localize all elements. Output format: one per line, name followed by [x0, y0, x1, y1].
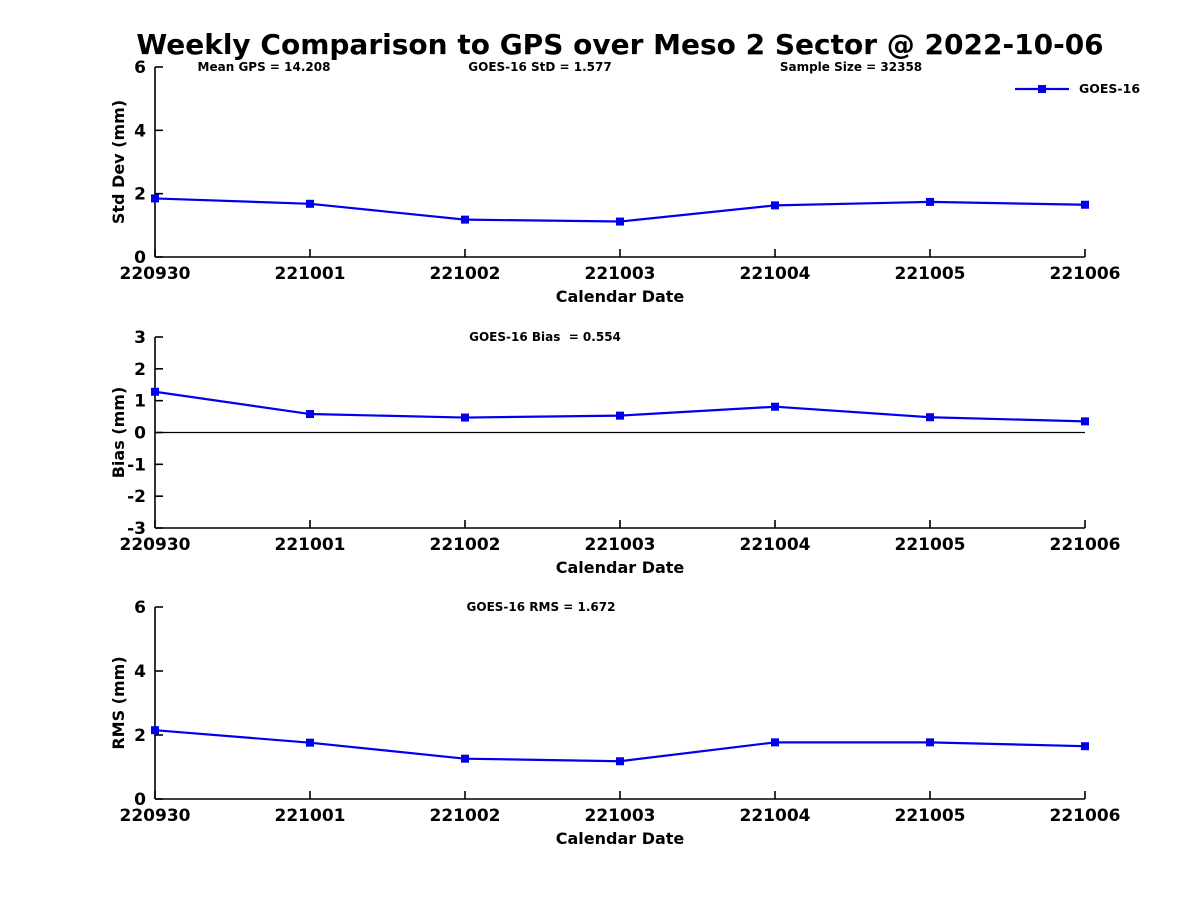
data-point [616, 217, 624, 226]
y-tick-label: 1 [134, 392, 146, 412]
data-point [771, 402, 779, 411]
x-tick-label: 221003 [585, 806, 656, 826]
legend-label: GOES-16 [1079, 81, 1141, 96]
figure-title: Weekly Comparison to GPS over Meso 2 Sec… [136, 28, 1104, 61]
x-axis-label: Calendar Date [556, 829, 685, 848]
annotation-text: GOES-16 Bias = 0.554 [469, 330, 621, 344]
y-tick-label: 6 [134, 598, 146, 618]
x-tick-label: 221002 [430, 535, 501, 555]
data-point [306, 199, 314, 208]
x-tick-label: 220930 [120, 535, 191, 555]
y-tick-label: 3 [134, 328, 146, 348]
data-point [151, 726, 159, 735]
x-tick-label: 221005 [895, 535, 966, 555]
annotation-text: Mean GPS = 14.208 [198, 60, 331, 74]
x-tick-label: 221006 [1050, 806, 1121, 826]
data-point [1081, 417, 1089, 426]
data-point [771, 201, 779, 210]
y-tick-label: 2 [134, 726, 146, 746]
x-tick-label: 221005 [895, 806, 966, 826]
data-point [306, 410, 314, 419]
y-axis-label: Bias (mm) [109, 387, 128, 479]
x-tick-label: 221006 [1050, 264, 1121, 284]
x-tick-label: 221004 [740, 806, 811, 826]
y-axis-label: RMS (mm) [109, 656, 128, 749]
data-point [461, 413, 469, 422]
x-tick-label: 221002 [430, 264, 501, 284]
y-tick-label: -2 [127, 487, 146, 507]
y-tick-label: -3 [127, 519, 146, 539]
x-tick-label: 221001 [275, 535, 346, 555]
x-tick-label: 221005 [895, 264, 966, 284]
data-point [306, 738, 314, 747]
y-tick-label: 4 [134, 662, 146, 682]
data-point [151, 387, 159, 396]
x-axis-label: Calendar Date [556, 287, 685, 306]
data-point [151, 194, 159, 203]
y-tick-label: 2 [134, 185, 146, 205]
data-point [461, 754, 469, 763]
x-axis-label: Calendar Date [556, 558, 685, 577]
x-tick-label: 221001 [275, 806, 346, 826]
x-tick-label: 220930 [120, 806, 191, 826]
annotation-text: Sample Size = 32358 [780, 60, 922, 74]
x-tick-label: 221003 [585, 535, 656, 555]
data-point [616, 757, 624, 766]
data-point [1081, 742, 1089, 751]
x-tick-label: 221004 [740, 535, 811, 555]
y-tick-label: -1 [127, 455, 146, 475]
y-tick-label: 2 [134, 360, 146, 380]
data-point [926, 197, 934, 206]
series-line-goes-16 [154, 729, 1086, 763]
y-tick-label: 6 [134, 58, 146, 78]
y-tick-label: 0 [134, 248, 146, 268]
x-tick-label: 221006 [1050, 535, 1121, 555]
y-tick-label: 0 [134, 790, 146, 810]
y-axis-label: Std Dev (mm) [109, 100, 128, 224]
x-tick-label: 221001 [275, 264, 346, 284]
data-point [771, 738, 779, 747]
data-point [616, 411, 624, 420]
x-tick-label: 221003 [585, 264, 656, 284]
x-tick-label: 221002 [430, 806, 501, 826]
annotation-text: GOES-16 RMS = 1.672 [467, 600, 616, 614]
legend-square-marker-icon [1038, 84, 1046, 93]
data-point [926, 413, 934, 422]
x-tick-label: 221004 [740, 264, 811, 284]
legend: GOES-16 [1014, 81, 1140, 96]
data-point [461, 215, 469, 224]
y-tick-label: 4 [134, 121, 146, 141]
data-point [1081, 200, 1089, 209]
y-tick-label: 0 [134, 424, 146, 444]
annotation-text: GOES-16 StD = 1.577 [468, 60, 611, 74]
x-tick-label: 220930 [120, 264, 191, 284]
legend-line-sample [1015, 84, 1069, 93]
data-point [926, 738, 934, 747]
